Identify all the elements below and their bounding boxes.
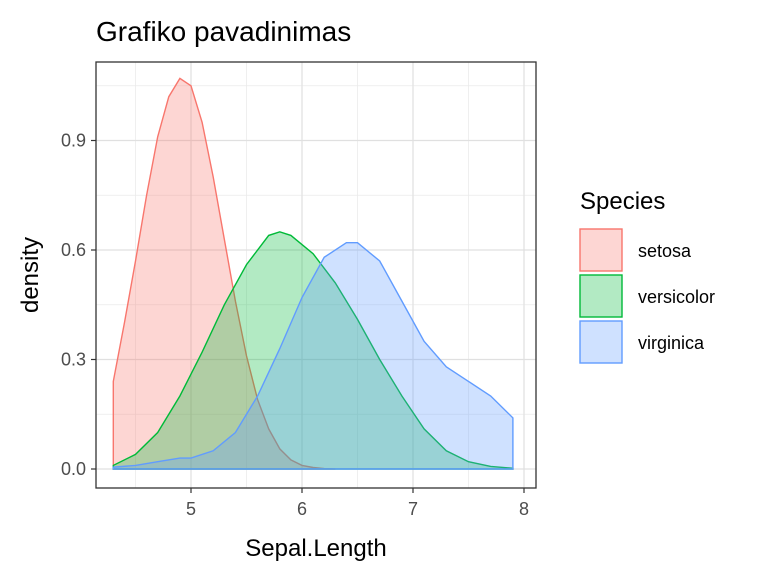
y-axis-title: density	[17, 237, 44, 313]
legend-label-virginica: virginica	[638, 333, 705, 353]
grid-lines	[96, 62, 536, 488]
legend-key-virginica	[579, 320, 623, 364]
y-axis: 0.0 0.3 0.6 0.9	[61, 131, 96, 479]
legend-label-setosa: setosa	[638, 241, 692, 261]
x-tick-label: 6	[297, 499, 307, 519]
density-areas	[112, 77, 514, 470]
x-tick-label: 8	[519, 499, 529, 519]
x-axis: 5 6 7 8	[186, 488, 529, 519]
density-area-setosa	[112, 77, 336, 470]
y-tick-label: 0.9	[61, 131, 86, 151]
density-area-versicolor	[112, 231, 514, 470]
density-area-virginica	[112, 242, 514, 470]
legend: Species setosa versicolor virginica	[579, 188, 715, 364]
x-axis-title: Sepal.Length	[245, 535, 386, 562]
plot-panel	[95, 61, 537, 489]
legend-label-versicolor: versicolor	[638, 287, 715, 307]
panel-border	[95, 61, 537, 489]
x-tick-label: 7	[408, 499, 418, 519]
legend-title: Species	[580, 188, 665, 215]
chart-title: Grafiko pavadinimas	[96, 16, 351, 47]
y-tick-label: 0.6	[61, 240, 86, 260]
panel-background	[96, 62, 536, 488]
y-tick-label: 0.3	[61, 350, 86, 370]
legend-key-versicolor	[579, 274, 623, 318]
x-tick-label: 5	[186, 499, 196, 519]
y-tick-label: 0.0	[61, 459, 86, 479]
legend-key-setosa	[579, 228, 623, 272]
